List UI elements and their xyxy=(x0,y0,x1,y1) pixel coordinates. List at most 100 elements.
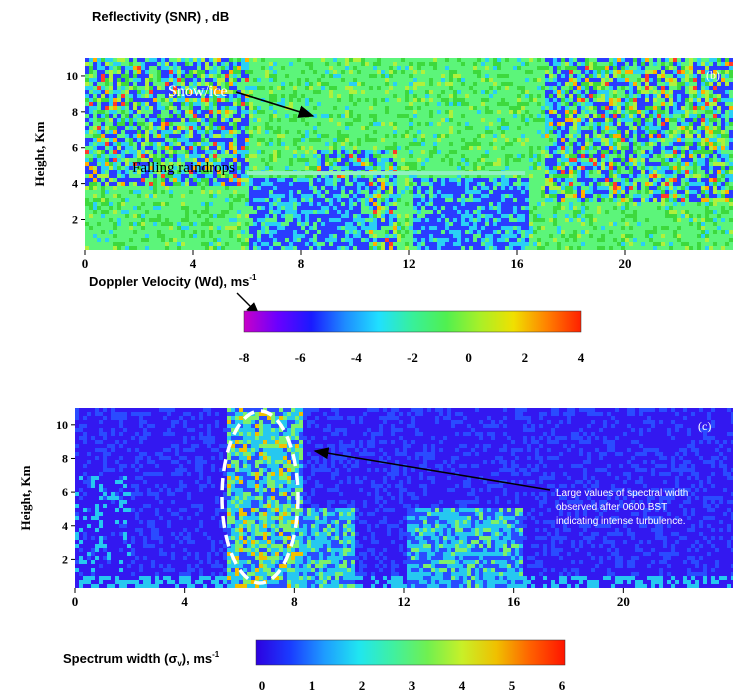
panel-b-heatmap-cell xyxy=(125,202,129,206)
panel-b-heatmap-cell xyxy=(481,118,485,122)
panel-b-heatmap-cell xyxy=(253,150,257,154)
panel-b-heatmap-cell xyxy=(445,86,449,90)
panel-b-heatmap-cell xyxy=(493,94,497,98)
panel-b-heatmap-cell xyxy=(109,138,113,142)
panel-b-heatmap-cell xyxy=(281,182,285,186)
panel-b-heatmap-cell xyxy=(197,202,201,206)
panel-b-heatmap-cell xyxy=(457,98,461,102)
panel-b-heatmap-cell xyxy=(461,222,465,226)
panel-b-heatmap-cell xyxy=(337,242,341,246)
panel-b-heatmap-cell xyxy=(397,150,401,154)
panel-b-heatmap-cell xyxy=(413,230,417,234)
panel-b-heatmap-cell xyxy=(289,66,293,70)
panel-b-heatmap-cell xyxy=(445,174,449,178)
panel-b-heatmap-cell xyxy=(253,62,257,66)
panel-b-heatmap-cell xyxy=(429,126,433,130)
panel-b-heatmap-cell xyxy=(213,142,217,146)
panel-b-heatmap-cell xyxy=(181,182,185,186)
panel-b-heatmap-cell xyxy=(409,186,413,190)
panel-b-heatmap-cell xyxy=(385,94,389,98)
panel-b-heatmap-cell xyxy=(297,222,301,226)
panel-b-heatmap-cell xyxy=(241,174,245,178)
panel-b-heatmap-cell xyxy=(109,186,113,190)
panel-b-heatmap-cell xyxy=(221,194,225,198)
panel-b-heatmap-cell xyxy=(289,134,293,138)
panel-b-heatmap-cell xyxy=(405,138,409,142)
panel-b-heatmap-cell xyxy=(97,242,101,246)
panel-b-heatmap-cell xyxy=(385,174,389,178)
panel-b-heatmap-cell xyxy=(137,234,141,238)
panel-b-heatmap-cell xyxy=(493,214,497,218)
panel-b-heatmap-cell xyxy=(417,198,421,202)
panel-b-heatmap-cell xyxy=(181,206,185,210)
panel-b-heatmap-cell xyxy=(449,114,453,118)
panel-b-heatmap-cell xyxy=(173,218,177,222)
panel-b-heatmap-cell xyxy=(241,146,245,150)
panel-b-heatmap-cell xyxy=(113,70,117,74)
panel-b-heatmap-cell xyxy=(225,110,229,114)
panel-b-heatmap-cell xyxy=(177,226,181,230)
panel-b-heatmap-cell xyxy=(205,158,209,162)
panel-b-heatmap-cell xyxy=(201,82,205,86)
panel-b-heatmap-cell xyxy=(285,66,289,70)
panel-b-heatmap-cell xyxy=(301,86,305,90)
panel-b-heatmap-cell xyxy=(129,94,133,98)
panel-b-heatmap-cell xyxy=(233,154,237,158)
panel-b-heatmap-cell xyxy=(333,154,337,158)
panel-b-heatmap-cell xyxy=(257,150,261,154)
panel-b-heatmap-cell xyxy=(93,106,97,110)
panel-b-heatmap-cell xyxy=(301,58,305,62)
panel-b-heatmap-cell xyxy=(137,90,141,94)
panel-b-heatmap-cell xyxy=(145,138,149,142)
panel-b-heatmap-cell xyxy=(349,154,353,158)
panel-b-heatmap-cell xyxy=(169,110,173,114)
panel-b-heatmap-cell xyxy=(249,150,253,154)
panel-b-heatmap-cell xyxy=(361,246,365,250)
panel-b-heatmap-cell xyxy=(277,134,281,138)
panel-b-heatmap-cell xyxy=(285,230,289,234)
panel-b-heatmap-cell xyxy=(137,242,141,246)
panel-b-heatmap-cell xyxy=(273,74,277,78)
panel-b-heatmap-cell xyxy=(273,162,277,166)
panel-b-heatmap-cell xyxy=(373,126,377,130)
panel-b-heatmap-cell xyxy=(233,210,237,214)
panel-b-heatmap-cell xyxy=(141,174,145,178)
panel-b-heatmap-cell xyxy=(289,238,293,242)
panel-b-heatmap-cell xyxy=(133,98,137,102)
panel-b-heatmap-cell xyxy=(269,194,273,198)
panel-b-heatmap-cell xyxy=(121,222,125,226)
panel-b-heatmap-cell xyxy=(137,170,141,174)
panel-b-heatmap-cell xyxy=(381,62,385,66)
panel-b-heatmap-cell xyxy=(273,246,277,250)
panel-b-heatmap-cell xyxy=(421,218,425,222)
panel-b-heatmap-cell xyxy=(469,206,473,210)
panel-b-heatmap-cell xyxy=(185,122,189,126)
panel-b-heatmap-cell xyxy=(201,86,205,90)
panel-b-heatmap-cell xyxy=(189,86,193,90)
panel-b-heatmap-cell xyxy=(373,198,377,202)
panel-b-heatmap-cell xyxy=(145,202,149,206)
panel-b-heatmap-cell xyxy=(445,58,449,62)
panel-b-heatmap-cell xyxy=(485,154,489,158)
panel-b-heatmap-cell xyxy=(341,94,345,98)
panel-b-heatmap-cell xyxy=(265,226,269,230)
panel-b-heatmap-cell xyxy=(237,138,241,142)
panel-b-heatmap-cell xyxy=(297,186,301,190)
panel-b-heatmap-cell xyxy=(453,62,457,66)
panel-b-heatmap-cell xyxy=(329,174,333,178)
panel-b-heatmap-cell xyxy=(373,102,377,106)
panel-b-heatmap-cell xyxy=(281,106,285,110)
panel-b-heatmap-cell xyxy=(101,118,105,122)
panel-b-heatmap-cell xyxy=(101,218,105,222)
panel-b-heatmap-cell xyxy=(389,58,393,62)
panel-b-heatmap-cell xyxy=(233,138,237,142)
panel-b-heatmap-cell xyxy=(469,150,473,154)
panel-b-heatmap-cell xyxy=(337,190,341,194)
panel-b-heatmap-cell xyxy=(265,102,269,106)
panel-b-heatmap-cell xyxy=(169,198,173,202)
panel-b-heatmap-cell xyxy=(177,70,181,74)
panel-b-heatmap-cell xyxy=(197,122,201,126)
panel-b-heatmap-cell xyxy=(469,114,473,118)
panel-b-heatmap-cell xyxy=(149,242,153,246)
panel-b-heatmap-cell xyxy=(205,198,209,202)
